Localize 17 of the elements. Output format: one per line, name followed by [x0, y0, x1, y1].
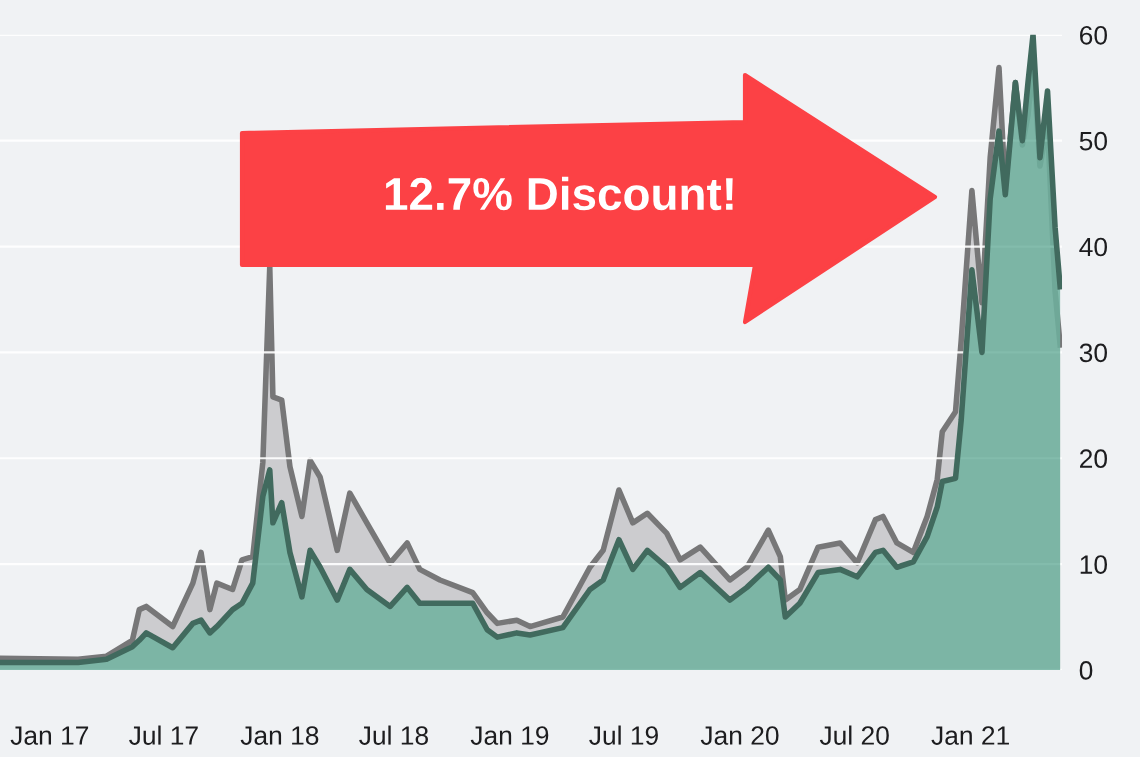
x-tick-label: Jul 19: [589, 725, 658, 745]
annotation: 12.7% Discount!: [385, 176, 733, 211]
y-tick-label: 60: [1080, 25, 1108, 45]
y-tick-label: 20: [1080, 449, 1108, 469]
x-tick-label: Jul 17: [129, 725, 198, 745]
y-tick-label: 30: [1079, 343, 1108, 363]
y-tick-label: 40: [1079, 237, 1108, 257]
x-tick-label: Jan 20: [700, 726, 779, 745]
y-tick-label: 50: [1079, 131, 1108, 151]
y-tick-label: 0: [1079, 661, 1093, 680]
x-tick-label: Jan 17: [10, 726, 89, 745]
x-tick-label: Jul 20: [819, 725, 889, 745]
x-tick-label: Jan 18: [240, 726, 319, 745]
x-tick-label: Jan 21: [931, 726, 1009, 745]
x-tick-label: Jul 18: [359, 725, 428, 745]
x-tick-label: Jan 19: [470, 726, 549, 745]
y-tick-label: 10: [1080, 555, 1108, 574]
